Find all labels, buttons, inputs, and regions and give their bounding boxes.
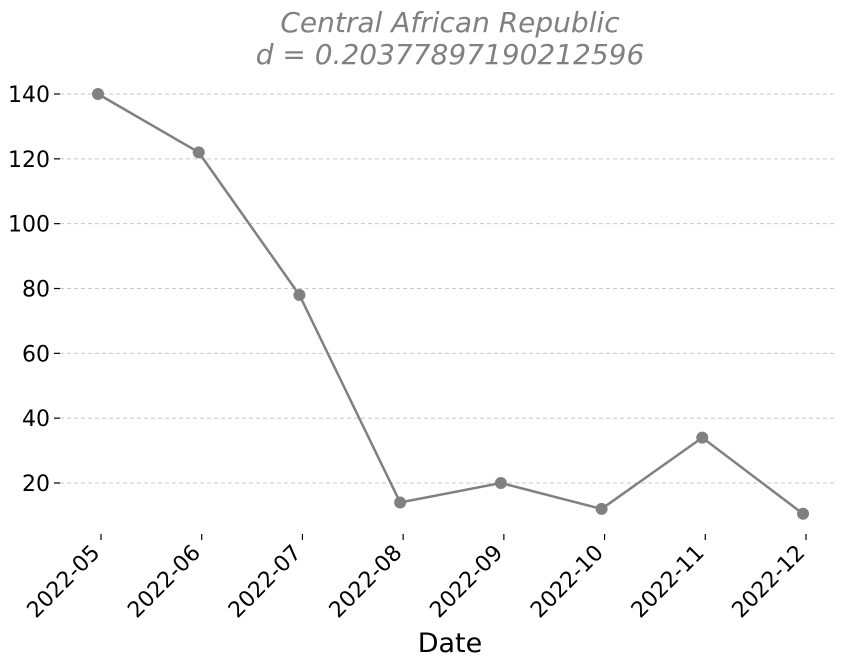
y-tick-label: 60 [22,342,50,367]
data-point [192,146,205,159]
y-tick-label: 120 [8,148,50,173]
chart-subtitle: d = 0.20377897190212596 [256,38,645,71]
x-tick-label: 2022-11 [627,541,710,624]
x-axis: 2022-05 2022-06 2022-07 2022-08 2022-09 2022-… [23,534,811,624]
series-line [97,92,804,515]
x-tick-label: 2022-08 [325,541,408,624]
x-tick-label: 2022-07 [224,541,307,624]
data-point [696,431,709,444]
x-tick-label: 2022-05 [23,541,106,624]
x-axis-label: Date [418,628,483,659]
y-tick-label: 140 [8,83,50,108]
x-tick-label: 2022-10 [526,541,609,624]
data-point [595,502,608,515]
x-tick-label: 2022-09 [425,541,508,624]
y-tick-label: 100 [8,213,50,238]
data-point [293,288,306,301]
data-point [92,88,104,100]
x-tick-label: 2022-12 [728,541,811,624]
grid [60,93,837,484]
data-point [797,507,809,520]
series [92,88,809,520]
y-tick-label: 80 [22,278,50,303]
y-tick-label: 40 [22,407,50,432]
data-point [494,477,507,489]
y-tick-label: 20 [22,472,50,497]
data-point [394,496,407,509]
chart-title: Central African Republic [280,6,620,39]
y-axis: 20 40 60 80 100 120 140 [8,83,60,497]
x-tick-label: 2022-06 [123,541,206,624]
